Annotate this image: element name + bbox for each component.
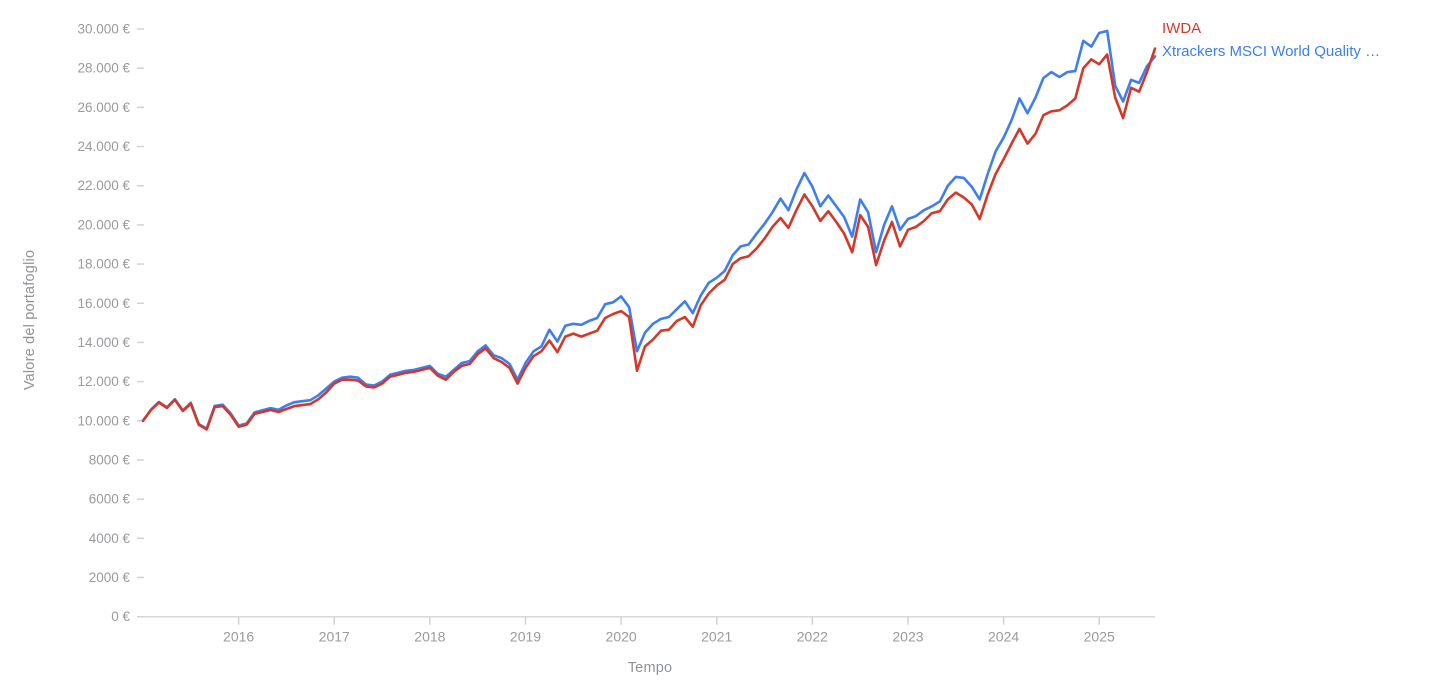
y-tick-label: 18.000 € (77, 257, 130, 272)
x-tick-label: 2024 (988, 629, 1019, 645)
x-tick-label: 2022 (797, 629, 828, 645)
x-tick-label: 2023 (892, 629, 923, 645)
series-line-xtrackers[interactable] (141, 29, 1157, 430)
legend-item-iwda: IWDA (1162, 20, 1202, 37)
x-tick-label: 2020 (606, 629, 637, 645)
legend-item-xtrackers: Xtrackers MSCI World Quality … (1162, 43, 1381, 60)
x-tick-label: 2018 (414, 629, 445, 645)
y-tick-label: 14.000 € (77, 335, 130, 350)
y-tick-label: 22.000 € (77, 178, 130, 193)
y-tick-label: 26.000 € (77, 100, 130, 115)
series-line-iwda[interactable] (141, 47, 1157, 431)
x-axis-title: Tempo (627, 660, 673, 676)
x-tick-label: 2019 (510, 629, 541, 645)
y-tick-label: 6000 € (89, 492, 131, 507)
y-tick-label: 0 € (111, 609, 130, 624)
x-tick-label: 2025 (1084, 629, 1115, 645)
x-tick-label: 2021 (701, 629, 732, 645)
y-tick-label: 2000 € (89, 570, 131, 585)
y-tick-label: 20.000 € (77, 217, 130, 232)
x-tick-label: 2016 (223, 629, 254, 645)
y-tick-label: 28.000 € (77, 61, 130, 76)
y-axis-title: Valore del portafoglio (22, 249, 38, 391)
y-tick-label: 24.000 € (77, 139, 130, 154)
y-tick-label: 4000 € (89, 531, 131, 546)
y-tick-label: 10.000 € (77, 413, 130, 428)
chart-legend: IWDA Xtrackers MSCI World Quality … (1162, 20, 1380, 60)
y-tick-label: 8000 € (89, 452, 131, 467)
y-tick-label: 12.000 € (77, 374, 130, 389)
x-tick-label: 2017 (319, 629, 350, 645)
y-tick-label: 16.000 € (77, 296, 130, 311)
y-tick-label: 30.000 € (77, 22, 130, 37)
